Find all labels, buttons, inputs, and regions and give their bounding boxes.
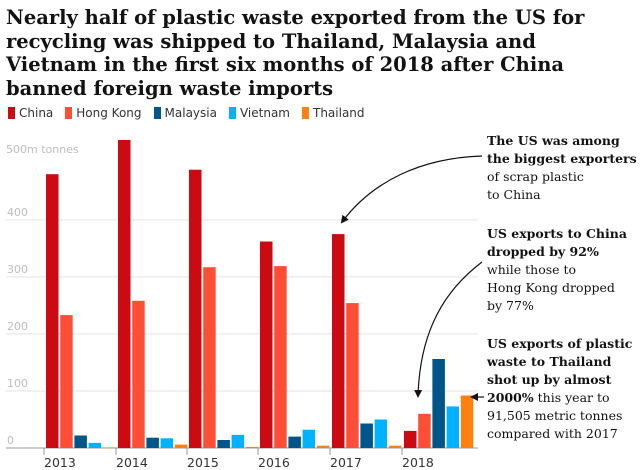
bar-vietnam-2018 [446,406,460,448]
x-tick-label-2014: 2014 [116,455,148,470]
y-tick-label: 300 [7,263,28,276]
bar-malaysia-2018 [432,359,445,448]
bar-vietnam-2015 [231,434,245,448]
y-tick-label: 100 [7,377,28,390]
bar-china-2014 [118,140,131,448]
bar-china-2015 [189,169,202,448]
legend-swatch-china [8,107,15,119]
bar-thailand-2014 [174,444,188,448]
bar-vietnam-2014 [160,438,174,448]
y-axis-unit-label: 500m tonnes [6,143,79,156]
x-tick-label-2017: 2017 [330,455,362,470]
bar-vietnam-2016 [302,429,316,448]
legend-item-malaysia: Malaysia [153,106,217,120]
bar-hong-kong-2013 [60,315,73,448]
bar-thailand-2018 [460,395,474,448]
x-tick-label-2013: 2013 [44,455,76,470]
legend-swatch-vietnam [228,107,236,119]
annotation-thailand-rise: US exports of plastic waste to Thailand … [487,335,637,443]
bar-hong-kong-2015 [203,267,216,448]
x-tick-label-2018: 2018 [402,455,434,470]
bar-china-2013 [46,174,59,448]
bar-thailand-2015 [245,446,259,448]
legend-label-malaysia: Malaysia [164,106,217,120]
bar-china-2017 [332,234,345,448]
legend-item-thailand: Thailand [301,106,365,120]
legend-swatch-hong-kong [65,107,73,119]
annotation-china-drop-bold: US exports to China dropped by 92% [487,226,627,259]
bar-malaysia-2017 [360,423,373,448]
annotation-china-exporter-bold: The US was among the biggest exporters [487,133,637,166]
annotation-china-drop: US exports to China dropped by 92% while… [487,225,637,315]
y-tick-label: 200 [7,320,28,333]
legend-label-hong-kong: Hong Kong [76,106,142,120]
bar-malaysia-2015 [217,440,230,448]
annotation-china-exporter: The US was among the biggest exporters o… [487,132,637,204]
y-tick-label: 400 [7,206,28,219]
annotation-arrow-china-exporter [340,155,483,224]
annotation-china-drop-text: while those to Hong Kong dropped by 77% [487,262,615,313]
legend-swatch-malaysia [153,107,161,119]
legend-swatch-thailand [301,107,309,119]
y-tick-label: 0 [7,434,14,447]
legend-item-hong-kong: Hong Kong [65,106,142,120]
legend-label-china: China [19,106,54,120]
bar-malaysia-2013 [74,435,87,448]
chart-title: Nearly half of plastic waste exported fr… [6,6,585,100]
bar-malaysia-2014 [146,437,159,448]
x-tick-label-2016: 2016 [258,455,290,470]
bar-hong-kong-2016 [274,266,287,448]
annotation-arrow-china-drop [414,261,483,398]
bar-malaysia-2016 [288,436,301,448]
legend-item-vietnam: Vietnam [228,106,290,120]
bar-hong-kong-2017 [346,303,359,448]
bar-thailand-2017 [388,445,402,448]
bar-vietnam-2017 [374,419,388,448]
bar-thailand-2016 [316,445,330,448]
bar-thailand-2013 [102,447,116,449]
annotation-thailand-rise-bold: US exports of plastic waste to Thailand … [487,336,633,405]
bar-hong-kong-2014 [132,300,145,448]
bar-vietnam-2013 [88,442,102,448]
legend-item-china: China [8,106,53,120]
x-tick-label-2015: 2015 [187,455,219,470]
legend-label-thailand: Thailand [312,106,365,120]
legend: China Hong Kong Malaysia Vietnam Thailan… [8,104,377,122]
bar-china-2018 [404,430,417,448]
bar-hong-kong-2018 [418,413,431,448]
annotation-china-exporter-text: of scrap plastic to China [487,169,584,202]
annotation-thailand-rise-text: this year to 91,505 metric tonnes compar… [487,390,623,441]
legend-label-vietnam: Vietnam [239,106,290,120]
bar-china-2016 [260,241,273,448]
